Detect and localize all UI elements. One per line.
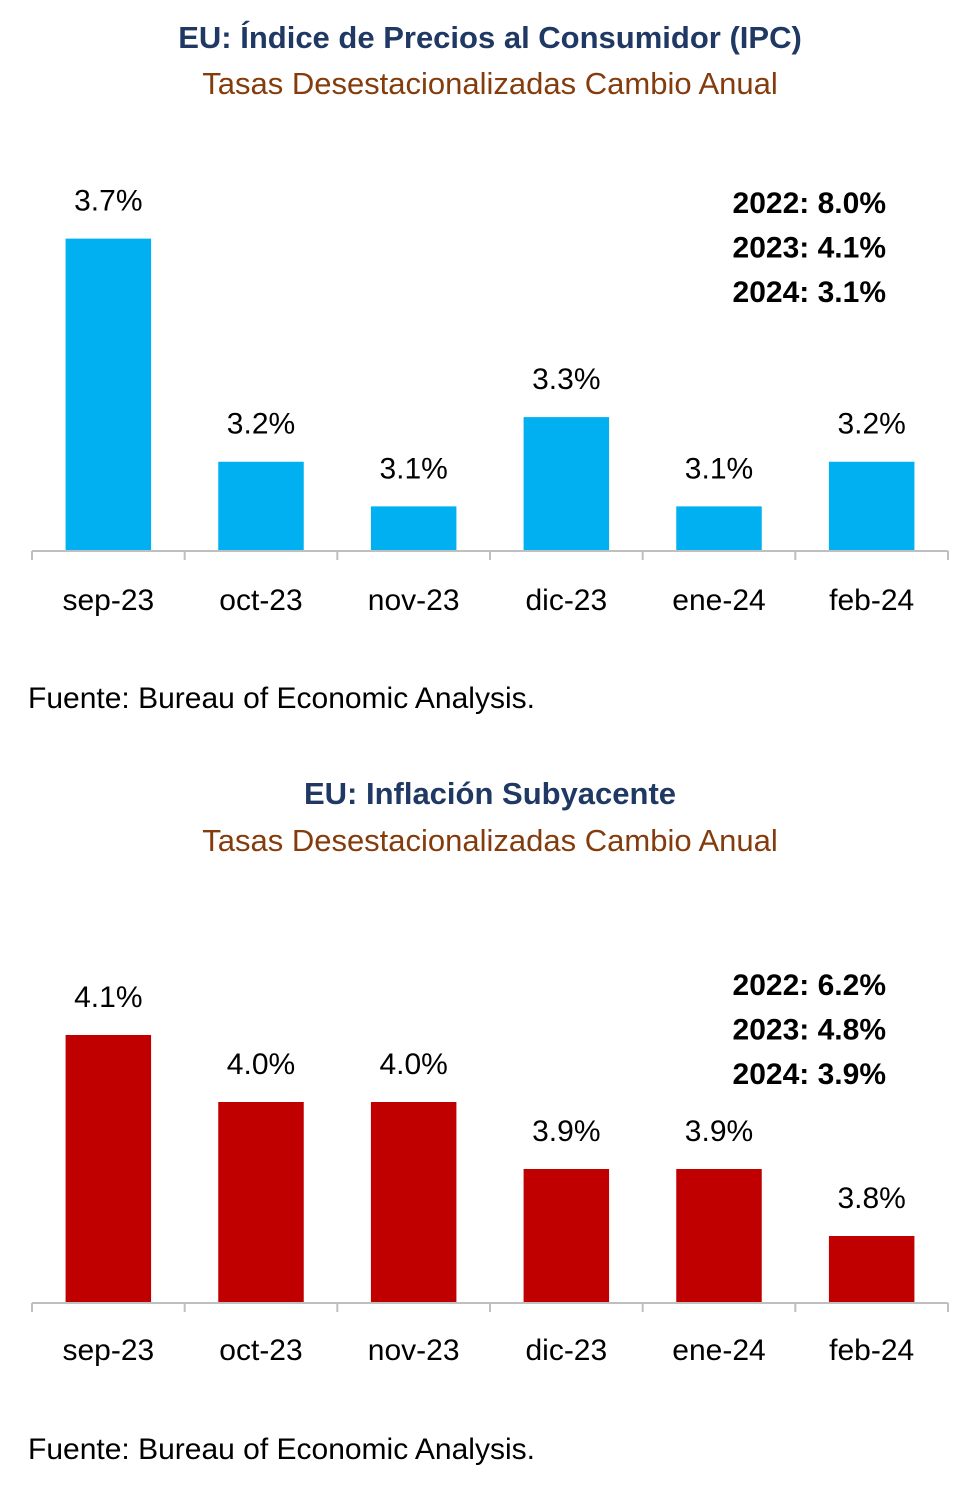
bar — [370, 1102, 457, 1303]
value-label: 4.1% — [74, 981, 142, 1014]
source-note: Fuente: Bureau of Economic Analysis. — [28, 1433, 535, 1466]
value-label: 3.1% — [379, 452, 447, 485]
chart-title: EU: Inflación Subyacente — [304, 776, 676, 811]
x-tick-label: ene-24 — [672, 1334, 765, 1367]
value-label: 3.2% — [837, 408, 905, 441]
x-tick-label: oct-23 — [219, 584, 302, 617]
bar — [828, 461, 915, 551]
bar — [65, 238, 152, 551]
x-tick-label: dic-23 — [525, 584, 607, 617]
source-note: Fuente: Bureau of Economic Analysis. — [28, 682, 535, 715]
annotation: 2023: 4.1% — [733, 231, 886, 264]
annotation: 2022: 6.2% — [733, 969, 886, 1002]
value-label: 3.9% — [532, 1115, 600, 1148]
bar — [523, 1169, 610, 1303]
bar — [523, 417, 610, 551]
value-label: 3.8% — [837, 1182, 905, 1215]
x-tick-label: dic-23 — [525, 1334, 607, 1367]
chart-subtitle: Tasas Desestacionalizadas Cambio Anual — [202, 66, 778, 101]
x-tick-label: nov-23 — [368, 584, 460, 617]
value-label: 4.0% — [379, 1048, 447, 1081]
chart-subtitle: Tasas Desestacionalizadas Cambio Anual — [202, 823, 778, 858]
annotation: 2023: 4.8% — [733, 1013, 886, 1046]
x-tick-label: sep-23 — [62, 584, 154, 617]
bar — [828, 1236, 915, 1303]
x-tick-label: feb-24 — [829, 1334, 914, 1367]
x-tick-label: sep-23 — [62, 1334, 154, 1367]
bar — [676, 506, 762, 551]
value-label: 3.2% — [227, 408, 295, 441]
value-label: 3.1% — [685, 452, 753, 485]
bar — [218, 1102, 304, 1303]
bar — [218, 461, 304, 551]
x-tick-label: oct-23 — [219, 1334, 302, 1367]
annotation: 2024: 3.9% — [733, 1058, 886, 1091]
value-label: 3.3% — [532, 363, 600, 396]
value-label: 3.9% — [685, 1115, 753, 1148]
x-tick-label: feb-24 — [829, 584, 914, 617]
annotation: 2022: 8.0% — [733, 187, 886, 220]
x-tick-label: ene-24 — [672, 584, 765, 617]
bar — [65, 1035, 152, 1303]
bar — [370, 506, 457, 551]
chart-title: EU: Índice de Precios al Consumidor (IPC… — [178, 20, 802, 55]
bar — [676, 1169, 762, 1303]
annotation: 2024: 3.1% — [733, 276, 886, 309]
value-label: 4.0% — [227, 1048, 295, 1081]
value-label: 3.7% — [74, 185, 142, 218]
x-tick-label: nov-23 — [368, 1334, 460, 1367]
